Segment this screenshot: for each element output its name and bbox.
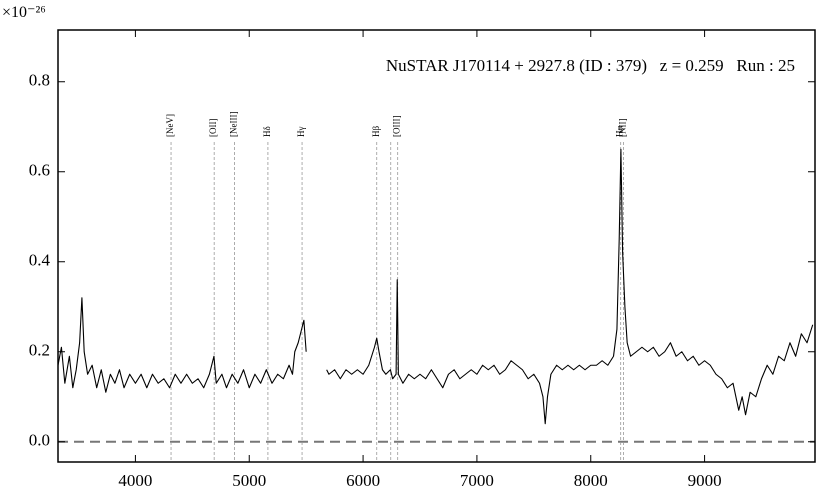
emission-label: Hα (615, 126, 625, 137)
emission-label: [NII] (618, 119, 628, 138)
x-tick-label: 9000 (688, 471, 722, 490)
x-tick-label: 7000 (460, 471, 494, 490)
emission-label: Hγ (296, 127, 306, 137)
emission-label: Hδ (262, 126, 272, 137)
spectrum-line (57, 148, 814, 425)
emission-label: [NeV] (165, 114, 175, 137)
y-tick-label: 0.6 (29, 161, 50, 180)
x-tick-label: 4000 (118, 471, 152, 490)
x-tick-label: 5000 (232, 471, 266, 490)
emission-label: [NeIII] (229, 112, 239, 137)
emission-label: Hβ (371, 126, 381, 137)
x-tick-label: 6000 (346, 471, 380, 490)
plot-frame (57, 29, 816, 463)
y-tick-label: 0.4 (29, 251, 51, 270)
y-tick-label: 0.2 (29, 341, 50, 360)
y-tick-label: 0.0 (29, 431, 50, 450)
emission-label: [OII] (208, 119, 218, 138)
x-tick-label: 8000 (574, 471, 608, 490)
chart-title: NuSTAR J170114 + 2927.8 (ID : 379) z = 0… (386, 56, 795, 75)
y-tick-label: 0.8 (29, 71, 50, 90)
y-multiplier: ×10⁻²⁶ (2, 4, 46, 21)
emission-label: [OIII] (392, 116, 402, 138)
